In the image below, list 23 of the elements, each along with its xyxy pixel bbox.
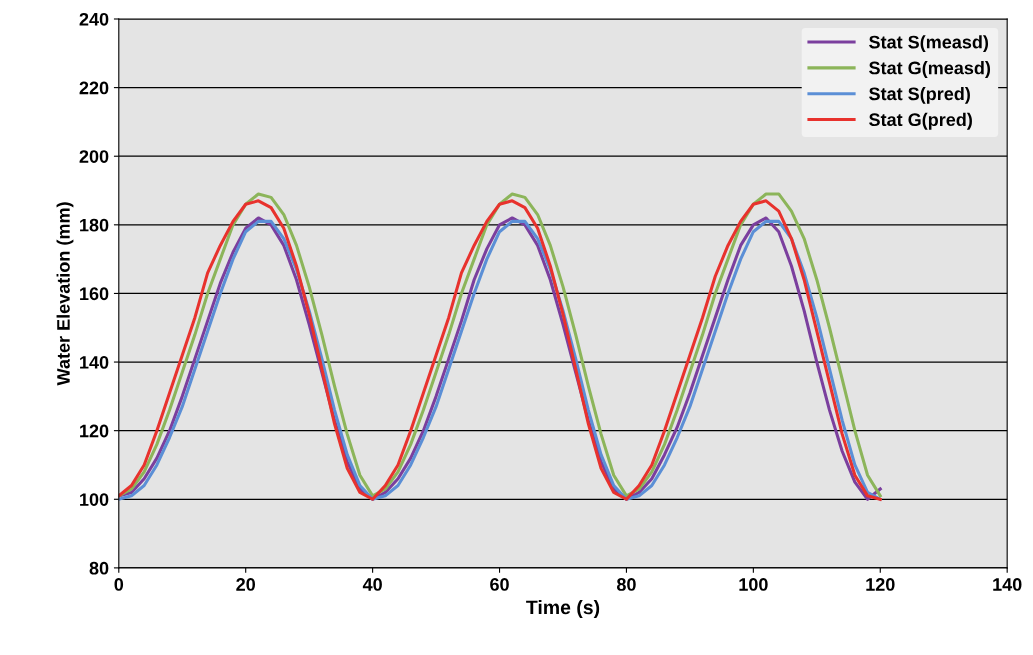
x-tick-label: 40 (362, 578, 382, 591)
legend-label: Stat S(pred) (869, 86, 970, 104)
y-tick-label: 100 (80, 493, 109, 506)
y-tick-label: 120 (80, 424, 109, 438)
y-tick-label: 160 (80, 287, 109, 301)
y-tick-label: 240 (79, 12, 109, 26)
x-tick-label: 140 (993, 578, 1022, 591)
y-tick-label: 200 (79, 150, 109, 163)
x-tick-label: 120 (866, 578, 895, 591)
legend-label: Stat G(measd) (869, 61, 991, 78)
x-axis-title: Time (s) (526, 599, 600, 619)
legend-label: Stat S(measd) (869, 35, 989, 53)
x-tick-label: 100 (739, 578, 768, 591)
x-tick-label: 60 (490, 578, 509, 591)
x-tick-label: 80 (616, 578, 636, 591)
y-tick-label: 180 (80, 218, 109, 232)
legend-label: Stat G(pred) (869, 112, 972, 130)
y-tick-label: 140 (80, 355, 109, 369)
y-tick-label: 220 (79, 81, 109, 95)
y-tick-label: 80 (89, 561, 109, 575)
y-axis-title: Water Elevation (mm) (56, 202, 74, 386)
x-tick-label: 20 (236, 578, 256, 591)
x-tick-label: 0 (114, 578, 124, 591)
